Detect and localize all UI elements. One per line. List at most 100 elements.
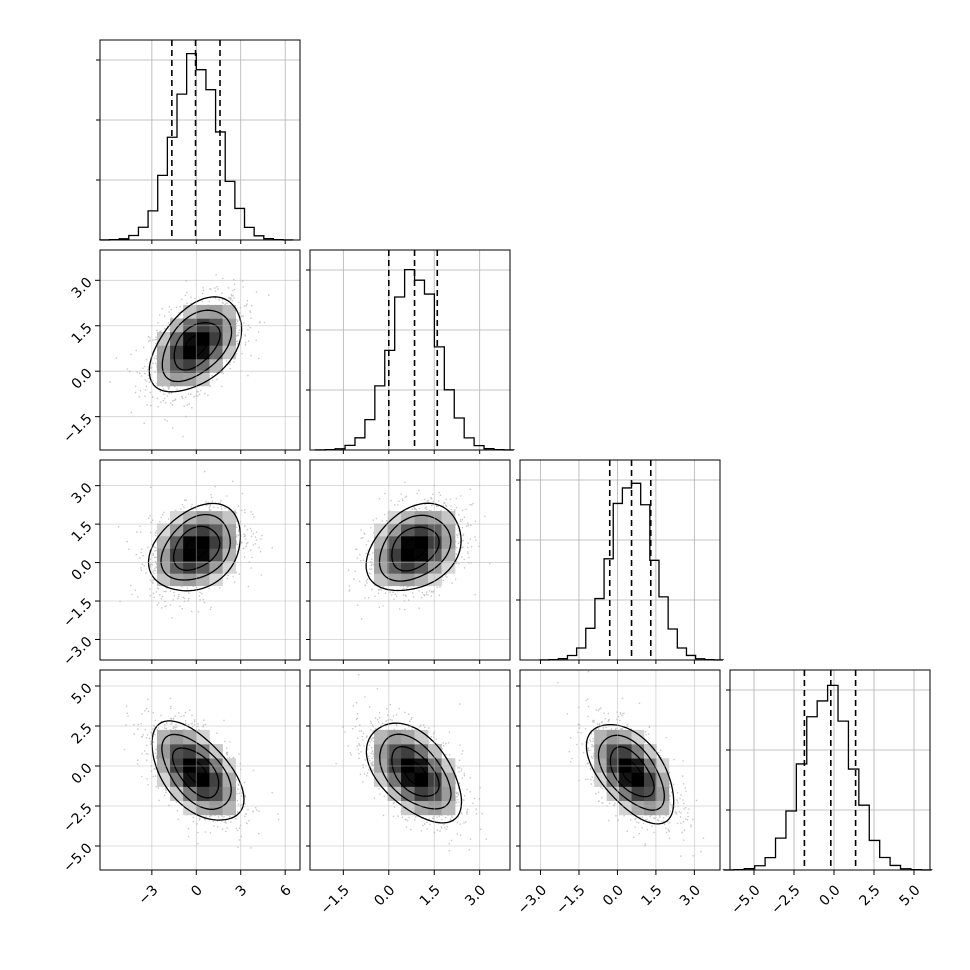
density-cell [619,744,632,759]
density-cell [374,573,388,587]
y-tick-label: 0.0 [69,366,96,393]
density-cell [209,772,223,787]
contour-line [365,722,463,824]
x-tick-label: 6 [277,882,295,900]
density-cell [183,800,197,816]
contour-line [391,745,440,797]
y-tick-label: 1.5 [69,518,96,545]
contour-line [597,734,665,811]
density-cell [170,318,184,333]
density-panel-2-1 [309,459,511,661]
density-cell [401,744,415,759]
y-tick-label: 3.0 [69,275,96,302]
density-cell [401,729,415,745]
density-cell [170,372,184,387]
x-tick-label: 2.5 [857,882,884,909]
density-cell [374,729,388,745]
contour-line [402,537,428,561]
density-cell [222,536,236,549]
density-cell [441,511,456,524]
density-cell [441,800,456,816]
density-panel-3-0 [99,669,301,871]
contour-line [172,525,221,571]
y-tick-label: −1.5 [60,595,95,630]
y-tick-label: −3.0 [60,634,95,669]
density-cell [414,573,429,587]
x-tick-label: 1.5 [417,882,444,909]
density-cell [631,729,645,745]
density-cell [222,331,236,346]
y-tick-label: 5.0 [69,680,96,707]
contour-line [161,309,233,383]
x-tick-label: −2.5 [768,882,803,917]
density-cell [196,573,210,587]
contour-line [151,720,245,821]
density-cell [619,772,632,787]
density-cell [428,536,442,549]
density-cell [414,772,429,787]
x-tick-label: 5.0 [897,882,924,909]
contour-line [171,747,220,799]
contour-line [365,502,462,592]
density-cell [387,758,402,773]
density-cell [183,548,197,562]
density-cell [209,560,223,574]
x-tick-label: −1.5 [553,882,588,917]
density-cell [387,573,402,587]
density-cell [156,536,171,549]
x-tick-label: 3.0 [462,882,489,909]
density-cell [196,345,210,360]
density-cell [222,318,236,333]
density-cell [414,523,429,537]
panel-frame [729,669,931,871]
panel-content [335,673,488,852]
density-cell [209,345,223,360]
density-cell [156,331,171,346]
x-tick-label: −5.0 [728,882,763,917]
density-cell [401,511,415,524]
y-tick-label: 0.0 [69,557,96,584]
panel-frame [309,249,511,451]
density-cell [209,523,223,537]
panel-frame [99,249,301,451]
contour-line [160,513,231,581]
density-cell [643,800,657,816]
contour-line [585,724,675,825]
density-cell [387,560,402,574]
density-cell [209,358,223,373]
density-cell [656,800,670,816]
density-cell [401,758,415,773]
density-cell [441,536,456,549]
y-tick-label: 1.5 [69,320,96,347]
density-cell [156,345,171,360]
panel-frame [309,669,511,871]
histogram-step [722,684,933,871]
density-cell [387,772,402,787]
density-cell [428,523,442,537]
contour-line [391,526,440,572]
density-cell [156,548,171,562]
density-cell [222,304,236,319]
density-cell [170,345,184,360]
y-tick-label: −5.0 [60,840,95,875]
density-cell [441,772,456,787]
y-tick-label: 0.0 [69,760,96,787]
density-cell [196,511,210,524]
density-cell [209,573,223,587]
contour-line [402,759,428,786]
panel-frame [309,459,511,661]
density-cell [428,772,442,787]
x-tick-label: 1.5 [638,882,665,909]
density-cell [196,523,210,537]
density-cell [594,729,607,745]
x-tick-label: 0.0 [600,882,627,909]
density-cell [156,729,171,745]
density-cell [656,786,670,802]
density-cell [209,536,223,549]
x-tick-label: 3 [233,882,251,900]
panel-content [347,481,491,620]
density-cell [428,800,442,816]
density-cell [441,560,456,574]
panel-frame [519,669,721,871]
density-cell [222,786,236,802]
